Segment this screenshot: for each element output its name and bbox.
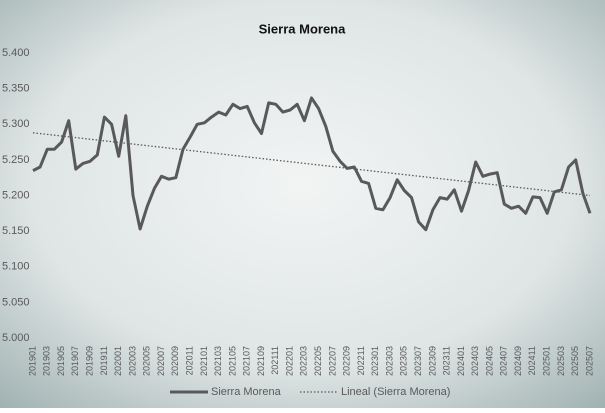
x-tick-label: 202401	[456, 346, 466, 376]
x-tick-label: 201901	[27, 346, 37, 376]
x-tick-label: 202111	[270, 346, 280, 375]
legend-label: Sierra Morena	[211, 386, 282, 398]
y-tick-label: 5.200	[2, 189, 30, 201]
legend-label: Lineal (Sierra Morena)	[341, 386, 450, 398]
x-tick-label: 202209	[342, 346, 352, 376]
y-tick-label: 5.300	[2, 118, 30, 130]
x-tick-label: 202009	[170, 346, 180, 376]
x-tick-label: 202411	[527, 346, 537, 375]
y-tick-label: 5.350	[2, 83, 30, 95]
x-tick-label: 201907	[70, 346, 80, 376]
x-tick-label: 201911	[99, 346, 109, 375]
x-tick-label: 202503	[556, 346, 566, 376]
x-tick-label: 202007	[156, 346, 166, 376]
x-tick-label: 202109	[256, 346, 266, 376]
x-tick-label: 202005	[142, 346, 152, 376]
x-tick-label: 202501	[542, 346, 552, 376]
x-tick-label: 202011	[184, 346, 194, 375]
x-tick-label: 202507	[584, 346, 594, 376]
y-tick-label: 5.250	[2, 154, 30, 166]
trendline	[32, 132, 591, 197]
x-tick-label: 202311	[442, 346, 452, 375]
x-tick-label: 202303	[384, 346, 394, 376]
line-series	[32, 96, 592, 232]
x-tick-label: 202403	[470, 346, 480, 376]
x-tick-label: 202103	[213, 346, 223, 376]
x-tick-label: 202205	[313, 346, 323, 376]
x-tick-label: 202107	[242, 346, 252, 376]
x-tick-label: 202105	[227, 346, 237, 376]
y-tick-label: 5.000	[2, 332, 30, 344]
x-tick-label: 202505	[570, 346, 580, 376]
x-tick-label: 202309	[427, 346, 437, 376]
y-tick-label: 5.050	[2, 296, 30, 308]
x-tick-label: 202207	[327, 346, 337, 376]
x-tick-label: 202405	[484, 346, 494, 376]
x-tick-label: 202001	[113, 346, 123, 376]
x-tick-label: 202201	[284, 346, 294, 376]
x-tick-label: 202101	[199, 346, 209, 376]
y-tick-label: 5.150	[2, 225, 30, 237]
y-tick-label: 5.400	[2, 47, 30, 59]
x-tick-label: 202211	[356, 346, 366, 375]
x-tick-label: 202407	[499, 346, 509, 376]
x-tick-label: 202003	[127, 346, 137, 376]
x-tick-label: 201905	[56, 346, 66, 376]
x-tick-label: 202409	[513, 346, 523, 376]
y-tick-label: 5.100	[2, 261, 30, 273]
x-tick-label: 202203	[299, 346, 309, 376]
x-tick-label: 202307	[413, 346, 423, 376]
x-tick-label: 201909	[85, 346, 95, 376]
x-tick-label: 202305	[399, 346, 409, 376]
x-tick-label: 202301	[370, 346, 380, 376]
x-tick-label: 201903	[42, 346, 52, 376]
chart-title: Sierra Morena	[259, 21, 346, 36]
